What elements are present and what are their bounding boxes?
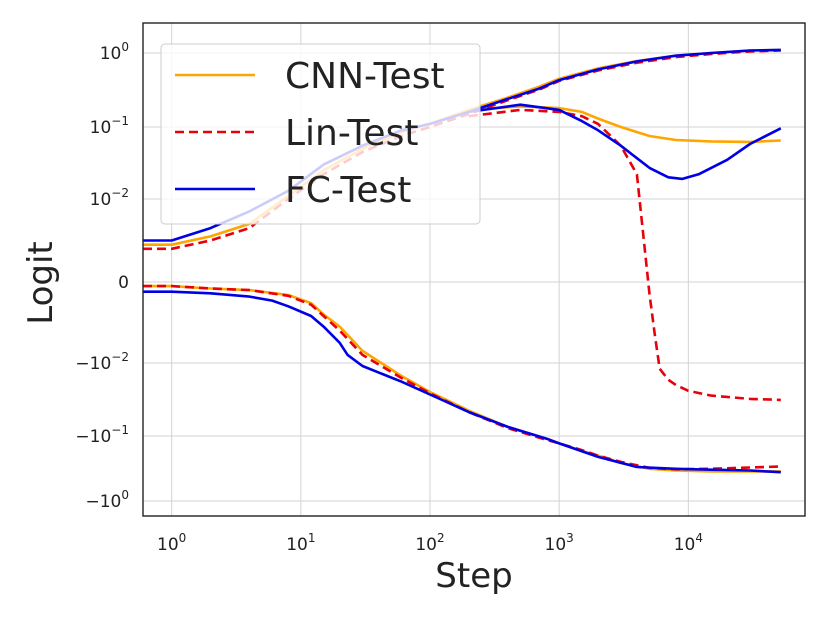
plot-frame: [142, 22, 806, 517]
legend: CNN-Test Lin-Test FC-Test: [160, 43, 481, 225]
x-axis-title: Step: [435, 556, 512, 596]
series-line-fc-test-mid: [468, 103, 782, 181]
x-tick-label: 102: [415, 531, 444, 555]
legend-box: [160, 43, 481, 225]
series-line-lin-test-mid: [468, 108, 781, 402]
y-axis-title: Logit: [21, 241, 61, 325]
legend-label-fc-test: FC-Test: [285, 170, 411, 211]
y-tick-label: 0: [118, 273, 129, 293]
legend-label-lin-test: Lin-Test: [285, 113, 418, 154]
legend-label-cnn-test: CNN-Test: [285, 56, 445, 97]
series-line-fc-test-lower: [143, 290, 781, 474]
